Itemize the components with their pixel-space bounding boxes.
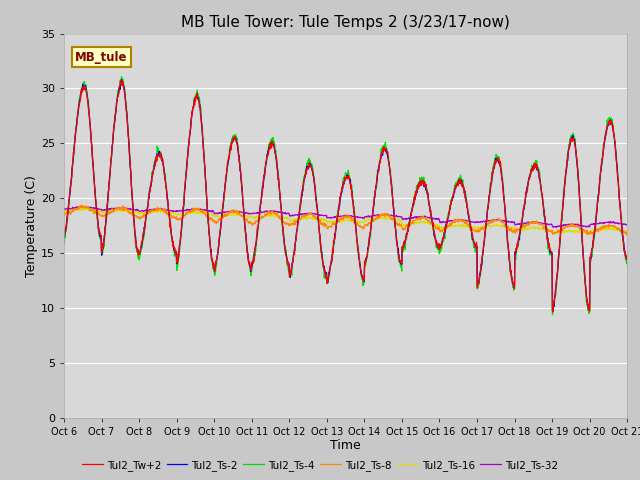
Tul2_Ts-16 (585, 232, 593, 238)
Tul2_Ts-4 (186, 130, 193, 136)
Tul2_Tw+2 (116, 78, 124, 84)
Tul2_Ts-32 (186, 207, 193, 213)
Line: Tul2_Ts-32: Tul2_Ts-32 (64, 206, 627, 228)
Line: Tul2_Tw+2: Tul2_Tw+2 (64, 81, 627, 312)
Tul2_Ts-8 (78, 203, 86, 208)
Tul2_Ts-2 (557, 225, 565, 230)
Tul2_Ts-32 (623, 221, 631, 227)
Tul2_Ts-32 (507, 219, 515, 225)
Tul2_Ts-16 (80, 205, 88, 211)
Tul2_Ts-2 (249, 260, 257, 265)
Tul2_Ts-4 (548, 312, 556, 317)
Tul2_Ts-8 (249, 221, 257, 227)
Tul2_Ts-2 (118, 77, 125, 83)
Tul2_Ts-4 (249, 260, 257, 266)
Tul2_Ts-2 (60, 233, 68, 239)
Tul2_Tw+2 (549, 309, 557, 315)
Tul2_Ts-8 (186, 209, 193, 215)
Tul2_Ts-16 (507, 225, 515, 230)
Tul2_Tw+2 (186, 134, 193, 140)
Tul2_Ts-32 (557, 223, 565, 228)
Line: Tul2_Ts-4: Tul2_Ts-4 (64, 77, 627, 314)
Tul2_Ts-4 (433, 246, 441, 252)
Title: MB Tule Tower: Tule Temps 2 (3/23/17-now): MB Tule Tower: Tule Temps 2 (3/23/17-now… (181, 15, 510, 30)
Tul2_Ts-16 (433, 222, 441, 228)
Tul2_Ts-32 (249, 210, 257, 216)
Line: Tul2_Ts-16: Tul2_Ts-16 (64, 208, 627, 235)
Tul2_Tw+2 (172, 252, 180, 257)
Tul2_Ts-32 (60, 206, 68, 212)
Tul2_Ts-16 (186, 211, 193, 216)
Tul2_Ts-4 (557, 224, 565, 230)
Tul2_Tw+2 (249, 261, 257, 266)
Tul2_Ts-8 (623, 231, 631, 237)
Tul2_Ts-8 (60, 211, 68, 217)
Tul2_Ts-8 (584, 231, 591, 237)
Tul2_Ts-8 (557, 227, 564, 232)
Tul2_Ts-8 (507, 225, 515, 231)
Tul2_Tw+2 (623, 253, 631, 259)
Tul2_Ts-32 (77, 203, 84, 209)
Line: Tul2_Ts-8: Tul2_Ts-8 (64, 205, 627, 234)
Tul2_Ts-32 (172, 208, 180, 214)
Tul2_Ts-2 (548, 308, 556, 313)
Tul2_Tw+2 (60, 231, 68, 237)
Tul2_Ts-4 (60, 239, 68, 244)
Tul2_Ts-16 (172, 211, 180, 216)
Tul2_Ts-4 (623, 259, 631, 265)
Tul2_Ts-32 (433, 216, 441, 222)
Tul2_Ts-16 (249, 215, 257, 220)
Tul2_Ts-2 (186, 132, 193, 138)
Tul2_Ts-16 (557, 230, 564, 236)
Tul2_Ts-32 (552, 225, 560, 230)
Tul2_Ts-4 (507, 273, 515, 278)
Tul2_Tw+2 (507, 267, 515, 273)
Line: Tul2_Ts-2: Tul2_Ts-2 (64, 80, 627, 311)
X-axis label: Time: Time (330, 439, 361, 453)
Tul2_Ts-16 (60, 208, 68, 214)
Tul2_Ts-2 (433, 243, 441, 249)
Tul2_Tw+2 (433, 241, 441, 247)
Tul2_Ts-2 (172, 249, 180, 255)
Tul2_Tw+2 (557, 228, 565, 234)
Tul2_Ts-4 (172, 251, 180, 257)
Tul2_Ts-8 (433, 226, 441, 231)
Tul2_Ts-2 (623, 256, 631, 262)
Tul2_Ts-8 (172, 216, 180, 221)
Tul2_Ts-16 (623, 229, 631, 235)
Text: MB_tule: MB_tule (76, 51, 128, 64)
Y-axis label: Temperature (C): Temperature (C) (25, 175, 38, 276)
Legend: Tul2_Tw+2, Tul2_Ts-2, Tul2_Ts-4, Tul2_Ts-8, Tul2_Ts-16, Tul2_Ts-32: Tul2_Tw+2, Tul2_Ts-2, Tul2_Ts-4, Tul2_Ts… (77, 456, 563, 475)
Tul2_Ts-2 (507, 269, 515, 275)
Tul2_Ts-4 (118, 74, 125, 80)
